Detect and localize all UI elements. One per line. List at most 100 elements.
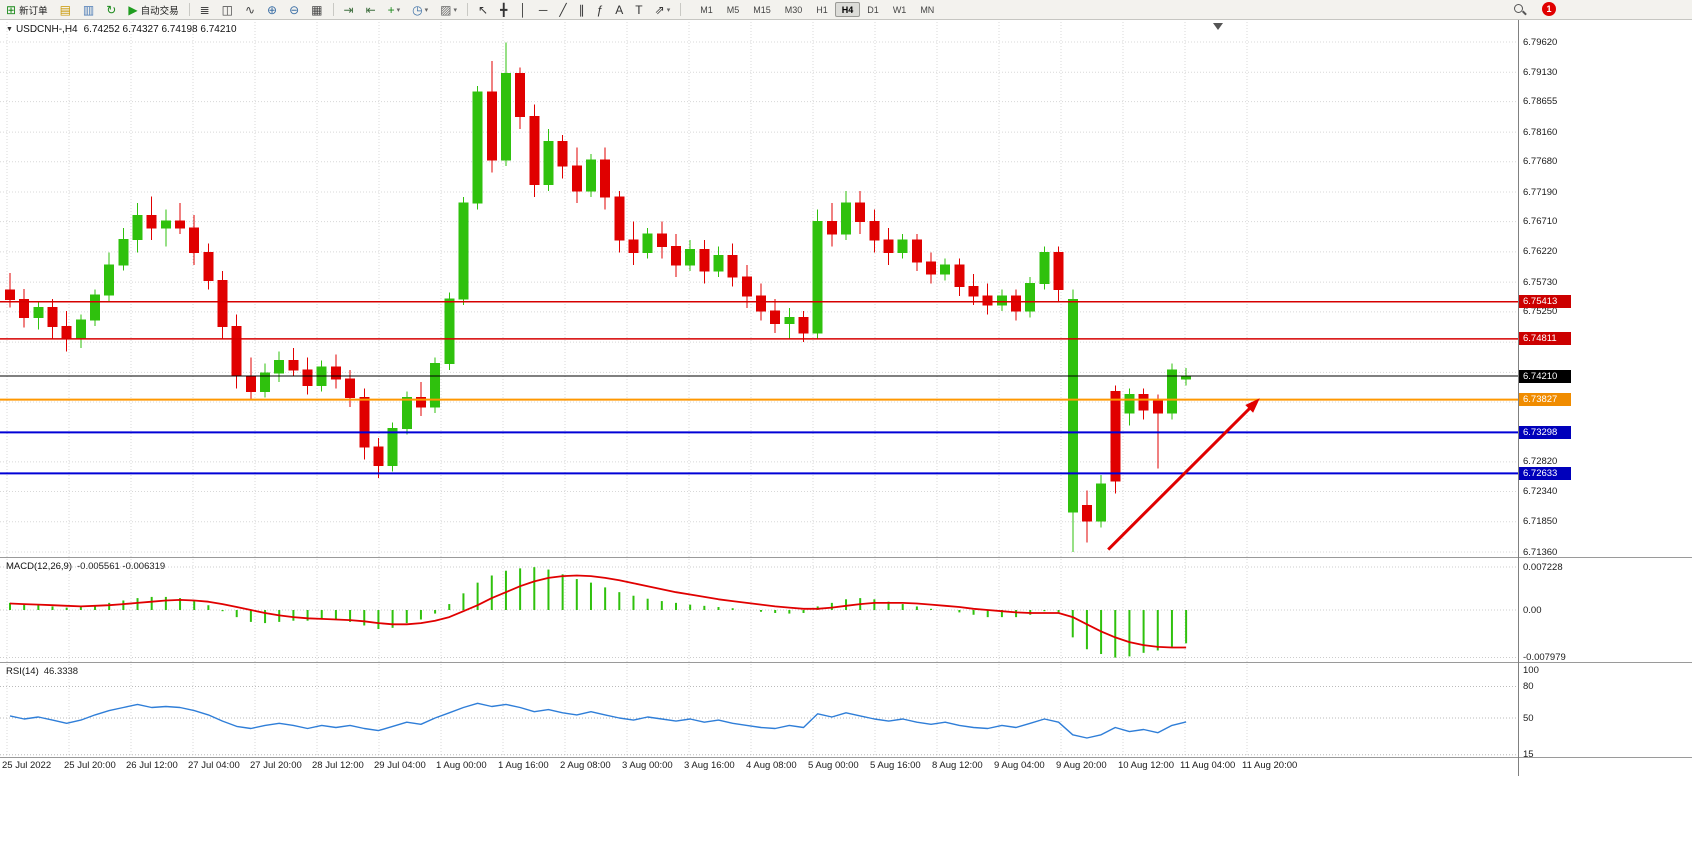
arrows-button[interactable]: ⇗ ▾ <box>649 1 677 18</box>
timeframe-m30-button[interactable]: M30 <box>784 4 803 15</box>
macd-name: MACD(12,26,9) <box>6 561 72 572</box>
time-axis-label: 9 Aug 20:00 <box>1056 760 1107 771</box>
new-order-button[interactable]: ⊞ 新订单 <box>0 1 54 18</box>
fibonacci-button[interactable]: ƒ <box>591 1 610 18</box>
tile-windows-icon: ▦ <box>311 2 323 17</box>
time-axis-label: 1 Aug 00:00 <box>436 760 487 771</box>
autotrading-button[interactable]: ▶ 自动交易 <box>122 1 184 18</box>
zoom-out-button[interactable]: ⊖ <box>283 1 305 18</box>
time-axis-label: 9 Aug 04:00 <box>994 760 1045 771</box>
zoom-in-button[interactable]: ⊕ <box>261 1 283 18</box>
time-axis-label: 3 Aug 16:00 <box>684 760 735 771</box>
time-axis-label: 25 Jul 2022 <box>2 760 52 771</box>
bar-chart-button[interactable]: ≣ <box>194 1 216 18</box>
timeframe-m15-button[interactable]: M15 <box>753 4 771 15</box>
text-label-button[interactable]: T <box>629 1 648 18</box>
price-axis-label: 6.75250 <box>1523 306 1558 318</box>
chart-shift-icon: ⇤ <box>365 2 376 17</box>
timeframe-m1-button[interactable]: M1 <box>700 4 713 15</box>
time-axis-label: 29 Jul 04:00 <box>374 760 426 771</box>
auto-scroll-icon: ⇥ <box>343 2 354 17</box>
rsi-axis-label: 15 <box>1523 749 1534 761</box>
candles-layer <box>5 42 1192 552</box>
tile-windows-button[interactable]: ▦ <box>305 1 328 18</box>
chevron-down-icon[interactable]: ▾ <box>424 6 429 14</box>
price-axis-label: 6.75730 <box>1523 276 1558 288</box>
new-chart-button[interactable]: ▤ <box>54 1 77 18</box>
price-axis[interactable]: 6.79620 6.79130 6.78655 6.78160 6.77680 6.771… <box>1519 0 1692 842</box>
new-chart-icon: ▤ <box>59 2 71 17</box>
time-axis[interactable]: 25 Jul 2022 25 Jul 20:00 26 Jul 12:00 27 Ju… <box>0 758 1518 776</box>
text-button[interactable]: A <box>609 1 629 18</box>
trendline-icon: ╱ <box>559 2 567 17</box>
horizontal-line-button[interactable]: ─ <box>533 1 554 18</box>
templates-button[interactable]: ▨ ▾ <box>434 1 463 18</box>
cursor-button[interactable]: ↖ <box>472 1 494 18</box>
cursor-icon: ↖ <box>478 2 489 17</box>
hline-icon: ─ <box>538 2 548 17</box>
time-axis-label: 8 Aug 12:00 <box>932 760 983 771</box>
time-axis-label: 25 Jul 20:00 <box>64 760 116 771</box>
indicators-button[interactable]: + ▾ <box>382 1 407 18</box>
chart-symbol-period: USDCNH-,H4 <box>15 24 78 35</box>
indicators-add-icon: + <box>387 2 395 17</box>
crosshair-button[interactable]: ╋ <box>494 1 513 18</box>
notification-badge[interactable]: 1 <box>1542 2 1556 16</box>
chart-shift-marker-icon <box>1213 23 1223 30</box>
trendline-button[interactable]: ╱ <box>553 1 572 18</box>
time-axis-label: 5 Aug 00:00 <box>808 760 859 771</box>
chart-ohlc-values: 6.74252 6.74327 6.74198 6.74210 <box>83 24 237 35</box>
price-line-badge: 6.74811 <box>1519 332 1571 346</box>
rsi-value: 46.3338 <box>43 666 79 677</box>
chevron-down-icon[interactable]: ▾ <box>666 6 671 14</box>
time-axis-label: 2 Aug 08:00 <box>560 760 611 771</box>
timeframe-mn-button[interactable]: MN <box>920 4 935 15</box>
search-lens <box>1514 4 1523 13</box>
toolbar-items: ⊞ 新订单 ▤ ▥ ↻ ▶ 自动交易 ≣ ◫ ∿ ⊕ ⊖ ▦ ⇥ ⇤ + ▾ ◷ ▾ ▨ ▾ ↖ ╋ │ ─ ╱ ∥ ƒ A T ⇗ ▾ <box>0 0 685 19</box>
time-axis-label: 3 Aug 00:00 <box>622 760 673 771</box>
time-axis-label: 10 Aug 12:00 <box>1118 760 1174 771</box>
timeframe-h4-button[interactable]: H4 <box>834 2 861 17</box>
line-chart-icon: ∿ <box>244 2 256 17</box>
collapse-icon[interactable]: ▼ <box>6 26 13 33</box>
time-axis-label: 27 Jul 04:00 <box>188 760 240 771</box>
zoom-out-icon: ⊖ <box>289 2 300 17</box>
toolbar-separator <box>467 3 469 16</box>
candle-chart-button[interactable]: ◫ <box>216 1 239 18</box>
timeframe-w1-button[interactable]: W1 <box>892 4 907 15</box>
trend-arrow[interactable] <box>1107 398 1260 551</box>
macd-values: -0.005561 -0.006319 <box>77 561 166 572</box>
refresh-button[interactable]: ↻ <box>100 1 122 18</box>
profiles-button[interactable]: ▥ <box>77 1 100 18</box>
timeframe-d1-button[interactable]: D1 <box>867 4 879 15</box>
price-axis-label: 6.72820 <box>1523 456 1558 468</box>
timeframe-m5-button[interactable]: M5 <box>726 4 740 15</box>
rsi-axis-label: 80 <box>1523 681 1534 692</box>
price-line-badge: 6.73827 <box>1519 393 1571 407</box>
price-axis-label: 6.71850 <box>1523 516 1558 528</box>
timeframe-h1-button[interactable]: H1 <box>816 4 828 15</box>
vertical-line-button[interactable]: │ <box>513 1 533 18</box>
auto-scroll-button[interactable]: ⇥ <box>338 1 360 18</box>
line-chart-button[interactable]: ∿ <box>239 1 261 18</box>
label-icon: T <box>635 2 643 17</box>
time-axis-label: 11 Aug 20:00 <box>1242 760 1298 771</box>
rsi-axis-label: 50 <box>1523 712 1534 724</box>
bars-chart-icon: ≣ <box>199 2 210 17</box>
price-axis-label: 6.77680 <box>1523 156 1558 168</box>
main-toolbar: ⊞ 新订单 ▤ ▥ ↻ ▶ 自动交易 ≣ ◫ ∿ ⊕ ⊖ ▦ ⇥ ⇤ + ▾ ◷ ▾ ▨ ▾ ↖ ╋ │ ─ ╱ ∥ ƒ A T ⇗ ▾ M1… <box>0 0 1692 20</box>
search-icon[interactable] <box>1513 3 1527 17</box>
chevron-down-icon[interactable]: ▾ <box>396 6 401 14</box>
chart-shift-button[interactable]: ⇤ <box>360 1 382 18</box>
chevron-down-icon[interactable]: ▾ <box>453 6 458 14</box>
search-tail <box>1522 10 1527 16</box>
time-axis-label: 28 Jul 12:00 <box>312 760 364 771</box>
periods-button[interactable]: ◷ ▾ <box>406 1 434 18</box>
rsi-name: RSI(14) <box>6 666 39 677</box>
clock-icon: ◷ <box>412 2 423 17</box>
channel-button[interactable]: ∥ <box>573 1 591 18</box>
new-order-label: 新订单 <box>19 5 48 17</box>
new-order-icon: ⊞ <box>6 2 17 17</box>
price-axis-label: 6.78655 <box>1523 96 1558 108</box>
